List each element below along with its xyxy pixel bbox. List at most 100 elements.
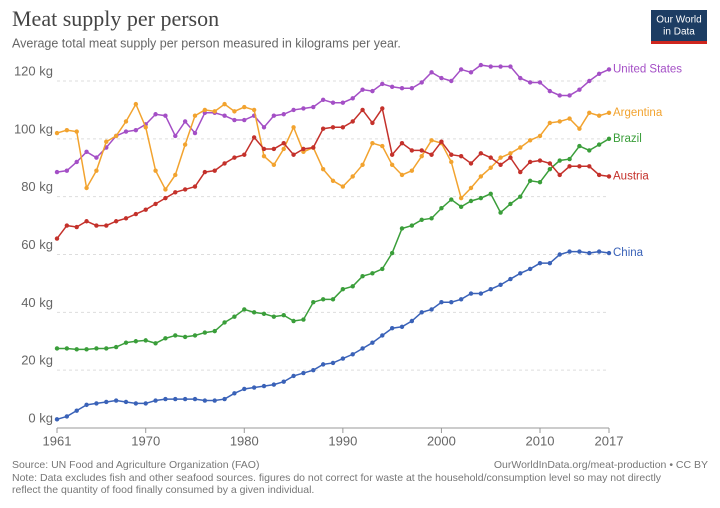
data-point: [232, 391, 237, 396]
data-point: [94, 401, 99, 406]
data-point: [104, 346, 109, 351]
url: OurWorldInData.org/meat-production • CC …: [494, 459, 708, 471]
data-point: [508, 151, 513, 156]
data-point: [488, 165, 493, 170]
data-point: [113, 344, 119, 350]
data-point: [242, 307, 247, 312]
data-point: [537, 180, 543, 185]
data-point: [537, 133, 543, 139]
data-point: [251, 107, 257, 113]
data-point: [340, 100, 346, 105]
data-point: [429, 152, 434, 157]
data-point: [271, 146, 277, 152]
data-point: [527, 178, 533, 183]
data-point: [74, 347, 79, 352]
data-point: [173, 172, 178, 178]
series-line: [57, 138, 610, 351]
data-point: [419, 148, 424, 153]
data-point: [439, 300, 444, 305]
data-point: [557, 93, 562, 98]
data-point: [163, 195, 168, 201]
data-point: [192, 113, 198, 118]
data-point: [232, 117, 237, 123]
data-point: [153, 201, 158, 207]
data-point: [212, 328, 217, 334]
data-point: [458, 153, 464, 159]
data-point: [94, 346, 99, 351]
data-point: [360, 87, 365, 92]
data-point: [596, 249, 602, 254]
x-tick-label: 1961: [43, 433, 72, 448]
data-point: [449, 197, 454, 202]
data-point: [320, 97, 326, 102]
data-point: [360, 107, 365, 113]
data-point: [182, 142, 188, 147]
data-point: [163, 113, 168, 118]
data-point: [409, 148, 415, 153]
data-point: [143, 338, 148, 343]
data-point: [153, 168, 158, 173]
data-point: [64, 127, 70, 133]
data-point: [429, 70, 434, 75]
data-point: [192, 184, 198, 189]
data-point: [498, 210, 503, 215]
data-point: [439, 139, 444, 144]
data-point: [577, 126, 582, 131]
logo-text: in Data: [663, 27, 695, 38]
data-point: [261, 153, 267, 159]
data-point: [123, 119, 129, 124]
data-point: [606, 67, 612, 72]
data-point: [587, 148, 592, 153]
data-point: [94, 168, 99, 173]
data-point: [557, 158, 562, 163]
data-point: [439, 75, 444, 81]
data-point: [153, 112, 158, 117]
data-point: [173, 133, 178, 139]
data-point: [242, 152, 247, 157]
data-point: [143, 401, 148, 406]
data-point: [527, 138, 533, 143]
data-point: [281, 140, 286, 146]
data-point: [380, 143, 385, 149]
data-point: [537, 260, 543, 266]
data-point: [212, 168, 217, 173]
data-point: [350, 96, 355, 101]
x-tick-label: 1970: [131, 433, 160, 448]
y-tick-label: 60 kg: [21, 237, 53, 252]
data-point: [330, 360, 336, 366]
series-label: United States: [613, 63, 682, 75]
data-point: [301, 370, 306, 376]
data-point: [547, 120, 553, 126]
data-point: [596, 172, 602, 178]
data-point: [320, 126, 326, 131]
data-point: [409, 168, 415, 173]
y-tick-label: 0 kg: [28, 410, 53, 425]
data-point: [449, 152, 454, 157]
data-point: [94, 223, 99, 228]
data-point: [113, 398, 119, 403]
data-point: [587, 250, 592, 256]
data-point: [518, 145, 523, 150]
x-tick-label: 2010: [526, 433, 555, 448]
data-point: [567, 249, 572, 254]
data-point: [251, 385, 257, 390]
data-point: [518, 169, 523, 175]
data-point: [261, 125, 267, 130]
data-point: [54, 169, 60, 175]
logo-text: Our World: [656, 15, 701, 26]
series-label: Argentina: [613, 107, 663, 119]
data-point: [320, 297, 326, 302]
data-point: [143, 125, 148, 130]
data-point: [468, 198, 474, 204]
data-point: [74, 224, 79, 230]
data-point: [330, 100, 336, 105]
data-point: [113, 219, 119, 224]
data-point: [596, 113, 602, 118]
data-point: [212, 398, 217, 403]
data-point: [232, 109, 237, 114]
data-point: [370, 120, 375, 126]
data-point: [567, 164, 572, 169]
data-point: [488, 64, 493, 69]
data-point: [409, 223, 415, 228]
